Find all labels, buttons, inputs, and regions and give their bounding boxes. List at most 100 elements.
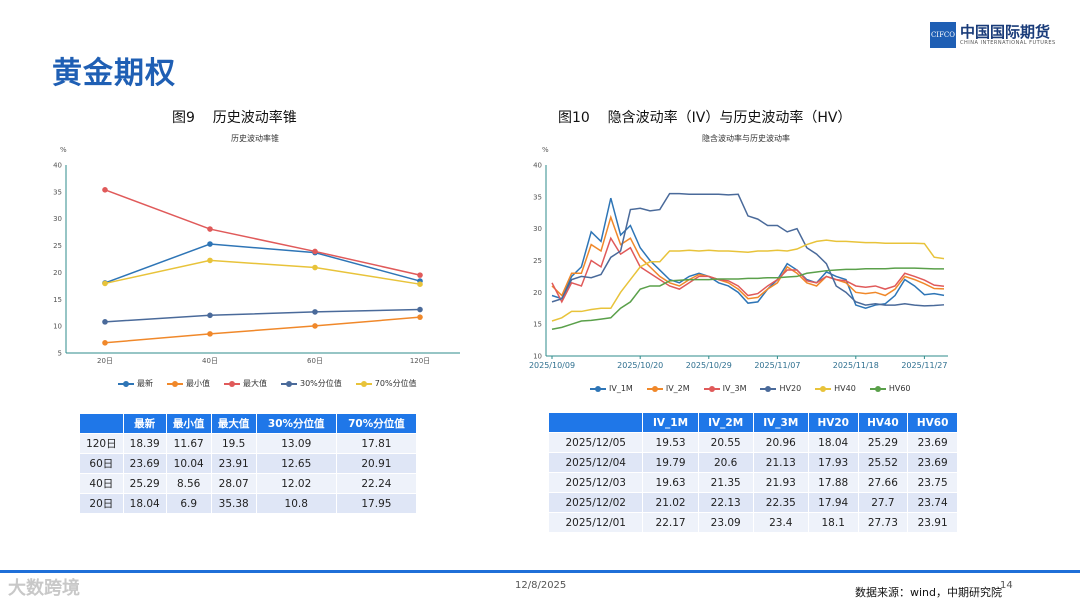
chart10-legend-item: HV20 [760,384,801,393]
chart9-y-tick: 35 [53,188,62,196]
table9-cell: 35.38 [211,494,256,513]
table9-cell: 17.95 [336,494,416,513]
table9-cell: 60日 [80,454,123,473]
table10-cell: 17.88 [808,473,858,492]
table9-cell: 23.69 [123,454,166,473]
chart10-x-tick: 2025/11/27 [901,361,947,370]
table10-cell: 21.13 [753,453,808,472]
chart9-point [207,257,213,264]
chart9-x-tick: 60日 [307,357,323,365]
table9-cell: 12.65 [256,454,336,473]
table-row: 2025/12/03 19.63 21.35 21.93 17.88 27.66 23.75 [549,473,957,492]
table9-cell: 18.39 [123,434,166,453]
table10-header-cell: HV60 [908,413,957,432]
table10-header-cell: HV20 [808,413,858,432]
chart9-point [417,314,423,320]
chart10-x-tick: 2025/11/07 [754,361,800,370]
chart10-y-tick: 10 [533,353,542,361]
chart10-legend-label: HV20 [779,384,802,393]
chart9-point [102,339,108,346]
table9-header-cell: 30%分位值 [256,414,336,433]
table9-cell: 10.8 [256,494,336,513]
table10-cell: 21.93 [753,473,808,492]
table9-header-cell [80,414,123,433]
table9-cell: 11.67 [166,434,211,453]
chart9-legend-item: 30%分位值 [281,378,342,389]
chart10-y-tick: 30 [533,225,542,233]
legend-line-dot-icon [869,385,886,393]
chart10-legend-item: HV60 [869,384,911,393]
chart10-series-line [551,267,944,330]
legend-line-dot-icon [703,385,720,393]
chart9-legend-item: 最小值 [167,378,210,389]
chart9-y-tick: 20 [53,269,62,277]
table10-cell: 20.96 [753,433,808,452]
table10-header-cell [549,413,643,432]
chart10-y-tick: 35 [533,193,542,201]
chart9-legend-label: 最大值 [243,379,267,388]
table10-cell: 23.4 [753,513,808,532]
chart9-point [312,309,318,315]
table9-cell: 20.91 [336,454,416,473]
table10-cell: 23.75 [908,473,957,492]
table9-cell: 19.5 [211,434,256,453]
table10-cell: 22.13 [698,493,753,512]
chart9-legend-label: 70%分位值 [374,379,417,388]
chart9-point [207,331,213,337]
page-title: 黄金期权 [52,56,176,91]
chart9-legend-label: 最新 [137,379,153,388]
table10-cell: 19.79 [643,453,698,472]
chart9-legend: 最新 最小值 最大值 30%分位值 70%分位值 [118,378,431,389]
chart9-legend-item: 最新 [118,378,153,389]
table9-cell: 18.04 [123,494,166,513]
watermark: 大数跨境 [8,578,80,599]
fig10-caption: 图10 隐含波动率（IV）与历史波动率（HV） [558,110,852,126]
chart9-y-tick: 40 [53,162,62,170]
chart10-series-line [551,236,945,304]
table10-cell: 21.02 [643,493,698,512]
chart10-x-tick: 2025/11/18 [833,361,879,370]
iv-hv-table: IV_1M IV_2M IV_3M HV20 HV40 HV60 2025/12/05 19.… [548,412,958,533]
legend-line-dot-icon [167,380,183,388]
chart10-unit: % [542,146,549,154]
chart10-y-tick: 40 [533,162,542,170]
table9-header-cell: 最小值 [166,414,211,433]
chart10-legend-label: HV60 [888,384,911,393]
table10-cell: 18.04 [808,433,858,452]
legend-line-dot-icon [355,380,372,388]
chart9-x-tick: 120日 [410,357,430,365]
chart9-legend-label: 最小值 [186,379,210,388]
table9-cell: 10.04 [166,454,211,473]
chart10-y-tick: 25 [533,257,542,265]
table-row: 2025/12/02 21.02 22.13 22.35 17.94 27.7 23.74 [549,493,957,512]
table10-cell: 23.69 [908,453,957,472]
table10-header-cell: IV_3M [753,413,808,432]
table-row: 2025/12/01 22.17 23.09 23.4 18.1 27.73 23.91 [549,513,957,532]
table9-cell: 12.02 [256,474,336,493]
chart9-series-line [104,189,421,276]
legend-line-dot-icon [224,380,240,388]
table10-header-row: IV_1M IV_2M IV_3M HV20 HV40 HV60 [549,413,957,432]
chart9-point [207,241,213,247]
table-row: 120日 18.39 11.67 19.5 13.09 17.81 [80,434,416,453]
table9-cell: 28.07 [211,474,256,493]
chart9-point [207,312,213,319]
legend-line-dot-icon [590,385,606,393]
chart9-series-line [104,316,421,344]
chart10-y-tick: 20 [533,289,542,297]
chart9-point [207,226,213,232]
chart9-legend-item: 70%分位值 [355,378,417,389]
table10-cell: 20.6 [698,453,753,472]
table10-cell: 22.35 [753,493,808,512]
iv-hv-chart: 隐含波动率与历史波动率% 10 15 20 25 30 35 40 2025/10/09 2025… [529,133,948,370]
table9-cell: 40日 [80,474,123,493]
table9-cell: 20日 [80,494,123,513]
table10-cell: 23.69 [908,433,957,452]
legend-line-dot-icon [281,380,297,388]
chart9-point [417,281,423,287]
chart9-y-tick: 25 [53,242,62,250]
table9-cell: 13.09 [256,434,336,453]
chart9-point [312,323,318,329]
table10-cell: 19.63 [643,473,698,492]
volatility-cone-chart: 历史波动率锥% 5 10 15 20 25 30 35 40 20日 40日 60日 120日 [53,133,460,365]
